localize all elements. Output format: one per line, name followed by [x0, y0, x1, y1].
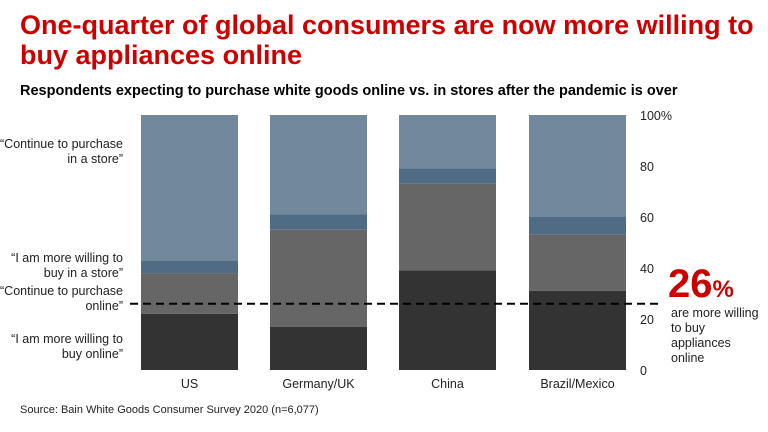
- callout-text: are more willing to buy appliances onlin…: [671, 306, 759, 365]
- x-tick-label: US: [181, 377, 198, 391]
- bar-segment: [399, 168, 496, 184]
- y-tick-label: 20: [640, 313, 654, 327]
- legend-label-willing-store: “I am more willing to buy in a store”: [11, 251, 123, 280]
- bar-segment: [141, 115, 238, 261]
- bar-segment: [529, 234, 626, 291]
- bar-segment: [399, 115, 496, 169]
- y-tick-label: 0: [640, 364, 647, 378]
- bar-segment: [141, 260, 238, 274]
- callout-value: 26%: [668, 262, 734, 306]
- x-tick-label: Brazil/Mexico: [540, 377, 614, 391]
- legend-label-store: “Continue to purchase in a store”: [0, 137, 123, 166]
- legend-label-online: “Continue to purchase online”: [0, 284, 123, 313]
- bar-segment: [141, 273, 238, 314]
- y-tick-label: 40: [640, 262, 654, 276]
- x-tick-label: China: [431, 377, 464, 391]
- bar-segment: [270, 229, 367, 327]
- bar-segment: [141, 313, 238, 370]
- chart-subtitle: Respondents expecting to purchase white …: [20, 83, 678, 99]
- bar-segment: [399, 183, 496, 271]
- bar-segment: [399, 270, 496, 370]
- legend-label-willing-online: “I am more willing to buy online”: [11, 332, 123, 361]
- source-note: Source: Bain White Goods Consumer Survey…: [20, 404, 319, 416]
- y-tick-label: 100%: [640, 109, 672, 123]
- y-tick-label: 60: [640, 211, 654, 225]
- bar-segment: [270, 115, 367, 215]
- bar-segment: [270, 214, 367, 230]
- x-tick-label: Germany/UK: [282, 377, 355, 391]
- y-tick-label: 80: [640, 160, 654, 174]
- bar-segment: [270, 326, 367, 370]
- bar-segment: [529, 217, 626, 235]
- bar-segment: [529, 115, 626, 217]
- chart-title: One-quarter of global consumers are now …: [20, 10, 754, 70]
